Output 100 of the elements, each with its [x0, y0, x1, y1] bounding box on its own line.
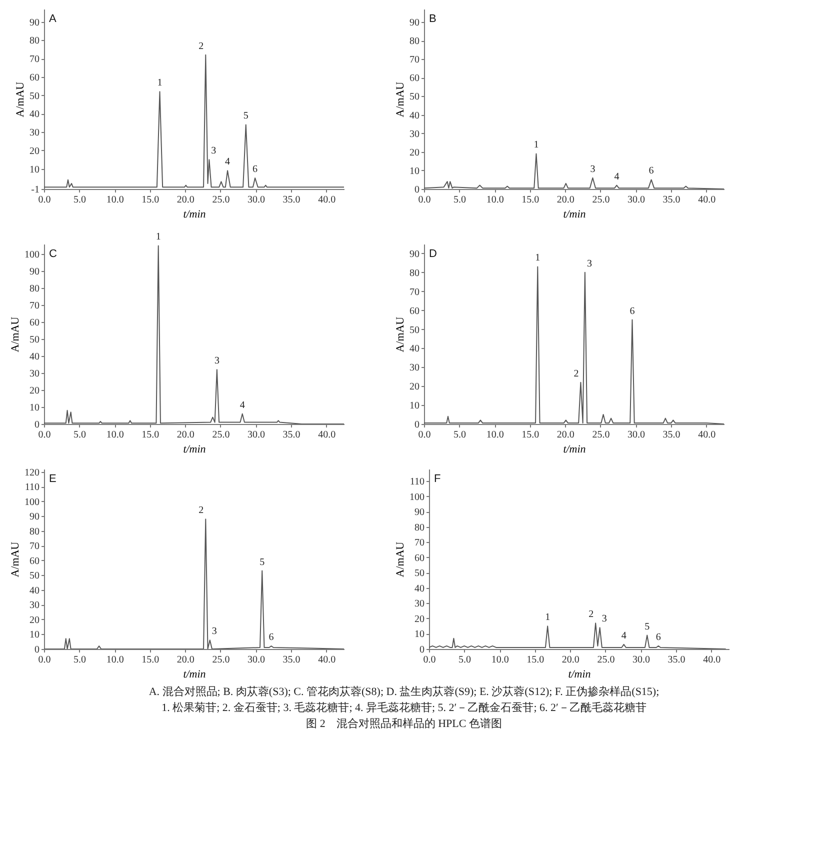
- y-tick-label: -1: [31, 184, 40, 196]
- y-axis-title: A/mAU: [394, 316, 406, 352]
- annotation: 2: [574, 368, 579, 380]
- x-tick-label: 20.0: [562, 654, 580, 666]
- y-axis-title: A/mAU: [10, 542, 22, 578]
- x-tick-label: 15.0: [142, 430, 160, 440]
- y-tick-label: 0: [414, 420, 420, 430]
- y-tick-label: 10: [30, 164, 40, 176]
- text: 1. 松果菊苷; 2. 金石蚕苷; 3. 毛蕊花糖苷; 4. 异毛蕊花糖苷; 5. 2′－乙酰金石蚕苷; 6. 2′－乙酰毛蕊花糖苷: [160, 700, 648, 716]
- line-series: [429, 622, 726, 649]
- annotation: 1: [534, 140, 539, 151]
- annotation: 4: [614, 171, 620, 182]
- y-tick-label: 50: [30, 90, 40, 102]
- y-tick-label: 40: [30, 585, 40, 596]
- x-tick-label: 35.0: [282, 194, 300, 206]
- x-tick-label: 0.0: [423, 654, 436, 666]
- y-tick-label: 50: [414, 568, 424, 580]
- annotation: 5: [243, 110, 248, 122]
- y-tick-label: 70: [410, 286, 420, 298]
- y-tick-label: 40: [30, 109, 40, 120]
- y-tick-label: 90: [414, 507, 424, 518]
- annotation: 1: [545, 612, 550, 624]
- x-tick-label: 10.0: [486, 194, 504, 206]
- y-tick-label: 30: [414, 598, 424, 610]
- annotation: 5: [260, 556, 265, 568]
- x-tick-label: 25.0: [592, 194, 610, 206]
- x-axis-title: t/min: [563, 208, 586, 220]
- y-tick-label: 70: [30, 300, 40, 312]
- annotation: 5: [644, 621, 650, 632]
- y-tick-label: 30: [410, 128, 420, 140]
- y-tick-label: 80: [410, 36, 420, 48]
- y-tick-label: 40: [414, 583, 424, 594]
- y-tick-label: 60: [410, 306, 420, 317]
- y-tick-label: 100: [24, 496, 40, 508]
- line-series: [44, 245, 344, 424]
- y-tick-label: 40: [410, 344, 420, 355]
- y-tick-label: 30: [30, 128, 40, 139]
- y-tick-label: 70: [30, 54, 40, 66]
- y-axis-title: A/mAU: [10, 316, 22, 352]
- y-tick-label: 80: [30, 36, 40, 47]
- x-tick-label: 15.0: [142, 194, 160, 206]
- y-tick-label: 50: [410, 92, 420, 103]
- x-tick-label: 10.0: [106, 430, 124, 440]
- y-tick-label: 60: [414, 552, 424, 564]
- y-tick-label: 20: [30, 146, 40, 157]
- x-tick-label: 35.0: [662, 194, 680, 206]
- annotation: 6: [252, 164, 258, 175]
- text: A. 混合对照品; B. 肉苁蓉(S3); C. 管花肉苁蓉(S8); D. 盐生肉苁蓉(S9); E. 沙苁蓉(S12); F. 正伪掺杂样品(S15);: [148, 684, 660, 700]
- y-tick-label: 80: [30, 284, 40, 295]
- x-tick-label: 30.0: [248, 430, 266, 440]
- y-tick-label: 60: [30, 72, 40, 84]
- x-tick-label: 10.0: [486, 430, 504, 440]
- x-tick-label: 5.0: [74, 194, 86, 206]
- y-tick-label: 60: [410, 73, 420, 84]
- x-tick-label: 30.0: [632, 654, 650, 666]
- annotation: 6: [630, 306, 635, 317]
- x-tick-label: 40.0: [698, 430, 716, 440]
- annotation: 4: [240, 400, 245, 411]
- x-tick-label: 0.0: [418, 430, 431, 440]
- annotation: 3: [586, 258, 592, 270]
- y-tick-label: 10: [410, 166, 420, 177]
- x-axis-title: t/min: [183, 444, 206, 456]
- annotation: 3: [212, 626, 217, 638]
- y-tick-label: 20: [414, 614, 424, 625]
- y-axis-title: A/mAU: [14, 82, 26, 118]
- x-tick-label: 15.0: [142, 654, 160, 666]
- annotation: 3: [214, 356, 220, 367]
- y-tick-label: 70: [30, 541, 40, 552]
- y-tick-label: 50: [30, 570, 40, 582]
- y-tick-label: 10: [30, 630, 40, 641]
- x-tick-label: 30.0: [248, 654, 266, 666]
- x-tick-label: 20.0: [176, 194, 194, 206]
- chart-title: A: [49, 13, 57, 25]
- annotation: 2: [588, 609, 594, 620]
- x-axis-title: t/min: [568, 668, 592, 680]
- x-tick-label: 10.0: [491, 654, 509, 666]
- y-tick-label: 10: [410, 400, 420, 412]
- annotation: 1: [157, 78, 162, 89]
- chart-title: C: [49, 248, 57, 260]
- x-tick-label: 15.0: [522, 194, 540, 206]
- x-tick-label: 0.0: [38, 430, 51, 440]
- y-tick-label: 30: [30, 368, 40, 380]
- x-tick-label: 35.0: [662, 430, 680, 440]
- x-tick-label: 35.0: [282, 430, 300, 440]
- y-tick-label: 40: [410, 110, 420, 122]
- x-tick-label: 25.0: [212, 430, 230, 440]
- x-tick-label: 40.0: [698, 194, 716, 206]
- x-tick-label: 5.0: [74, 654, 86, 666]
- x-tick-label: 5.0: [458, 654, 472, 666]
- y-tick-label: 20: [410, 382, 420, 393]
- y-tick-label: 110: [410, 476, 424, 488]
- x-axis-title: t/min: [183, 208, 206, 220]
- y-tick-label: 0: [420, 644, 424, 656]
- annotation: 3: [590, 164, 596, 175]
- y-axis-title: A/mAU: [394, 82, 406, 118]
- x-tick-label: 25.0: [597, 654, 615, 666]
- y-tick-label: 90: [30, 266, 40, 278]
- y-tick-label: 80: [30, 526, 40, 538]
- y-tick-label: 0: [34, 420, 40, 430]
- y-tick-label: 30: [30, 600, 40, 612]
